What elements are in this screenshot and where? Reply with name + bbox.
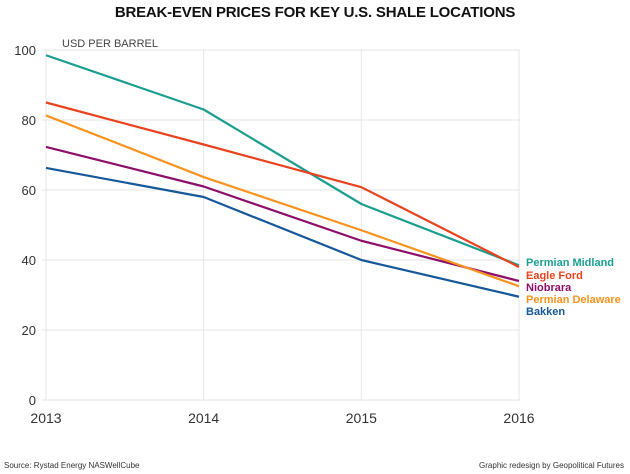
series-line-permian-midland <box>45 54 520 267</box>
series-label: Bakken <box>526 306 565 318</box>
grid <box>42 49 520 401</box>
series-line-eagle-ford <box>45 101 520 268</box>
x-tick-label: 2013 <box>30 410 61 426</box>
x-tick-label: 2015 <box>346 410 377 426</box>
source-note: Source: Rystad Energy NASWellCube <box>4 461 140 470</box>
y-tick-label: 60 <box>22 183 36 198</box>
series-line-permian-delaware <box>45 114 520 288</box>
series-line-bakken <box>45 166 520 298</box>
x-axis-ticks: 2013 2014 2015 2016 <box>30 410 534 426</box>
series-label: Eagle Ford <box>526 270 583 282</box>
series-lines <box>45 54 520 298</box>
y-axis-ticks: 0 20 40 60 80 100 <box>14 43 36 408</box>
credit-note: Graphic redesign by Geopolitical Futures <box>479 461 624 470</box>
y-tick-label: 20 <box>22 323 36 338</box>
chart-title: BREAK-EVEN PRICES FOR KEY U.S. SHALE LOC… <box>114 4 516 21</box>
x-tick-label: 2016 <box>503 410 534 426</box>
y-tick-label: 40 <box>22 253 36 268</box>
y-tick-label: 0 <box>29 393 36 408</box>
series-line-niobrara <box>45 145 520 283</box>
series-label: Permian Delaware <box>526 294 621 306</box>
x-tick-label: 2014 <box>188 410 219 426</box>
y-axis-label: USD PER BARREL <box>62 38 158 50</box>
series-label: Permian Midland <box>526 257 614 269</box>
series-label: Niobrara <box>526 282 572 294</box>
y-tick-label: 100 <box>14 43 36 58</box>
y-tick-label: 80 <box>22 113 36 128</box>
